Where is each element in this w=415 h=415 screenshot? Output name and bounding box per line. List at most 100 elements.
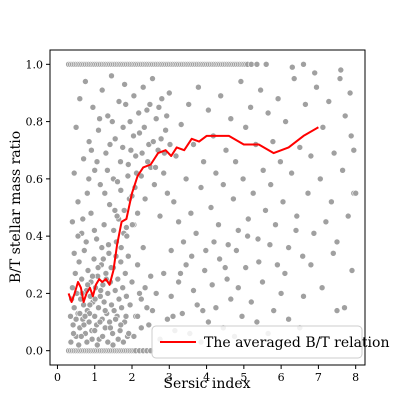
scatter-point-352: [145, 321, 153, 329]
scatter-point-318: [88, 146, 95, 154]
scatter-point-406: [212, 169, 220, 177]
scatter-point-354: [152, 290, 160, 297]
scatter-point-167: [90, 255, 98, 263]
y-axis-title: B/T stellar mass ratio: [8, 131, 24, 283]
scatter-point-347: [166, 141, 174, 148]
y-axis-ticks: 0.0 0.2 0.4 0.6 0.8 1.0: [26, 58, 50, 358]
scatter-point-453: [336, 75, 344, 82]
scatter-point-474: [341, 304, 348, 312]
scatter-point-281: [108, 72, 115, 80]
scatter-point-154: [78, 275, 85, 283]
scatter-point-235: [120, 338, 127, 346]
scatter-point-285: [115, 98, 123, 105]
scatter-point-441: [302, 101, 309, 108]
scatter-point-373: [223, 275, 231, 283]
scatter-point-377: [238, 312, 246, 320]
scatter-point-291: [126, 118, 134, 125]
scatter-point-187: [109, 330, 116, 337]
scatter-point-442: [304, 189, 312, 197]
scatter-point-353: [149, 307, 156, 314]
scatter-point-311: [164, 189, 171, 197]
scatter-point-317: [85, 175, 93, 183]
plot-frame: [49, 49, 366, 366]
scatter-point-346: [163, 112, 170, 120]
scatter-point-270: [87, 209, 95, 217]
scatter-point-462: [199, 307, 207, 314]
scatter-point-425: [259, 167, 267, 174]
scatter-point-409: [220, 181, 227, 188]
scatter-point-466: [244, 232, 251, 240]
scatter-point-140: [262, 61, 270, 68]
scatter-point-172: [95, 304, 102, 312]
scatter-point-477: [300, 292, 307, 300]
scatter-point-423: [254, 235, 262, 243]
scatter-point-234: [117, 321, 125, 329]
scatter-point-435: [285, 244, 292, 251]
scatter-point-470: [292, 227, 300, 234]
scatter-point-262: [72, 124, 80, 131]
scatter-point-142: [67, 312, 74, 320]
scatter-point-321: [96, 115, 103, 122]
scatter-point-258: [129, 221, 136, 228]
scatter-point-211: [138, 324, 145, 332]
scatter-point-212: [139, 244, 147, 251]
scatter-point-178: [100, 298, 108, 306]
scatter-point-397: [190, 141, 197, 148]
scatter-point-445: [313, 83, 320, 91]
scatter-point-367: [201, 267, 208, 274]
scatter-point-326: [109, 118, 116, 125]
scatter-point-184: [106, 318, 113, 326]
scatter-point-342: [152, 164, 159, 171]
scatter-point-408: [217, 92, 224, 100]
scatter-point-168: [91, 312, 98, 320]
x-tick-label-2: 2: [129, 371, 136, 384]
scatter-point-213: [143, 304, 151, 312]
scatter-point-413: [230, 195, 237, 203]
scatter-point-440: [299, 252, 307, 260]
scatter-point-455: [341, 112, 349, 120]
scatter-point-468: [266, 241, 274, 248]
scatter-point-186: [108, 301, 115, 309]
scatter-point-316: [82, 238, 90, 246]
scatter-point-215: [67, 338, 75, 346]
scatter-point-432: [277, 158, 284, 165]
scatter-point-334: [130, 132, 137, 140]
scatter-point-456: [344, 212, 352, 220]
scatter-point-273: [93, 235, 100, 243]
scatter-point-396: [187, 209, 195, 217]
scatter-point-451: [330, 149, 338, 157]
scatter-point-337: [138, 149, 146, 157]
scatter-point-266: [80, 155, 87, 163]
scatter-point-438: [293, 212, 301, 220]
scatter-point-240: [81, 312, 89, 320]
scatter-point-219: [78, 333, 85, 340]
scatter-point-329: [117, 158, 124, 165]
scatter-point-157: [81, 247, 88, 254]
scatter-point-450: [328, 198, 335, 206]
scatter-point-249: [105, 241, 112, 248]
scatter-point-472: [318, 284, 326, 292]
scatter-point-340: [146, 101, 154, 108]
scatter-point-387: [333, 307, 341, 314]
scatter-point-231: [109, 341, 117, 349]
scatter-point-194: [115, 295, 123, 303]
scatter-point-399: [195, 83, 202, 91]
scatter-point-295: [134, 209, 141, 217]
scatter-point-420: [247, 104, 254, 111]
scatter-point-344: [157, 135, 165, 143]
scatter-point-209: [134, 261, 141, 269]
scatter-point-298: [139, 83, 147, 91]
scatter-point-357: [164, 315, 171, 323]
scatter-point-278: [102, 149, 110, 157]
scatter-point-394: [182, 175, 190, 183]
scatter-point-431: [274, 95, 282, 102]
scatter-point-221: [83, 338, 91, 346]
scatter-point-238: [76, 310, 84, 317]
scatter-point-230: [107, 324, 114, 332]
x-tick-label-8: 8: [352, 371, 359, 384]
scatter-point-162: [85, 318, 93, 326]
scatter-point-331: [122, 101, 129, 108]
scatter-point-256: [123, 232, 131, 240]
scatter-point-210: [136, 290, 143, 297]
scatter-point-195: [116, 327, 124, 334]
